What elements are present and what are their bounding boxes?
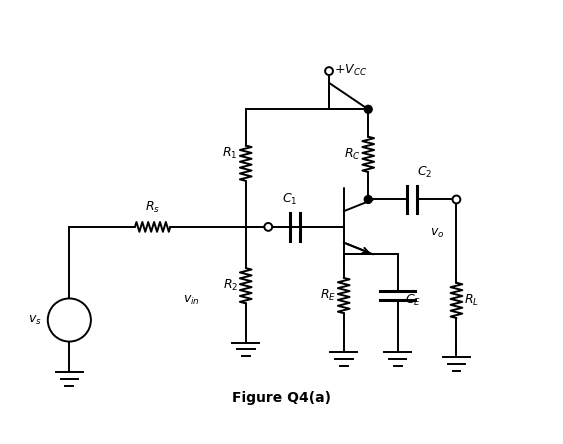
Text: $R_L$: $R_L$ <box>464 293 479 308</box>
Text: $v_s$: $v_s$ <box>28 313 42 326</box>
Circle shape <box>453 195 461 203</box>
Text: $R_1$: $R_1$ <box>222 146 238 161</box>
Circle shape <box>265 223 272 231</box>
Text: $R_C$: $R_C$ <box>343 147 360 162</box>
Circle shape <box>325 67 333 75</box>
Text: $v_o$: $v_o$ <box>430 227 445 240</box>
Text: $C_2$: $C_2$ <box>417 165 432 180</box>
Text: $C_1$: $C_1$ <box>282 192 298 207</box>
Circle shape <box>364 105 372 113</box>
Text: $v_{in}$: $v_{in}$ <box>184 294 200 307</box>
Text: $R_s$: $R_s$ <box>145 200 160 215</box>
Text: Figure Q4(a): Figure Q4(a) <box>232 392 331 405</box>
Text: $R_2$: $R_2$ <box>222 278 238 293</box>
Text: $C_E$: $C_E$ <box>405 293 422 308</box>
Circle shape <box>48 298 91 341</box>
Text: $R_E$: $R_E$ <box>320 288 336 303</box>
Circle shape <box>364 195 372 203</box>
Text: $+V_{CC}$: $+V_{CC}$ <box>334 63 367 78</box>
